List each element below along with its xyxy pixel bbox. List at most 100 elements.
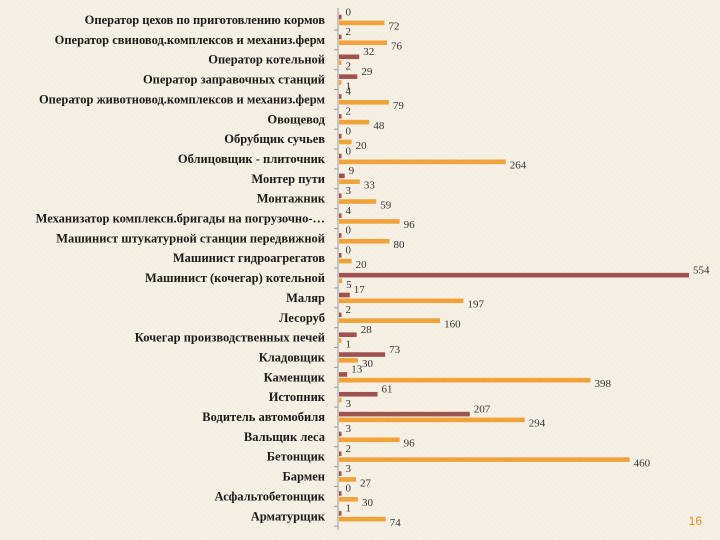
data-label-series-1: 73 <box>389 344 401 356</box>
data-label-series-2: 5 <box>346 279 352 291</box>
data-label-series-2: 30 <box>362 358 374 370</box>
bar-series-1 <box>339 372 348 377</box>
bar-series-1 <box>339 54 360 60</box>
data-label-series-2: 2 <box>346 60 352 72</box>
category-label: Каменщик <box>264 370 326 384</box>
data-label-series-1: 0 <box>346 145 352 157</box>
bar-series-1 <box>339 491 342 496</box>
bar-series-1 <box>339 173 345 179</box>
bar-series-2 <box>339 457 630 462</box>
data-label-series-1: 3 <box>346 463 352 475</box>
bar-series-1 <box>339 74 358 79</box>
bar-series-1 <box>339 471 342 476</box>
data-label-series-1: 3 <box>346 423 352 435</box>
data-label-series-1: 17 <box>354 284 366 296</box>
category-label: Машинист (кочегар) котельной <box>145 271 325 285</box>
bar-series-1 <box>339 312 342 318</box>
bar-series-2 <box>339 60 342 65</box>
bar-series-1 <box>339 511 342 516</box>
bar-series-2 <box>339 199 377 204</box>
data-label-series-1: 4 <box>346 205 352 217</box>
bar-series-2 <box>339 497 358 502</box>
bar-series-1 <box>339 292 350 298</box>
category-label: Бармен <box>282 470 325 484</box>
category-label: Оператор цехов по приготовлению кормов <box>85 13 326 27</box>
category-label: Водитель автомобиля <box>202 410 325 424</box>
bar-series-2 <box>339 437 400 443</box>
bar-series-2 <box>339 298 464 304</box>
page-number: 16 <box>688 514 702 528</box>
data-label-series-1: 1 <box>346 503 352 515</box>
data-label-series-2: 80 <box>394 239 406 251</box>
bar-series-2 <box>339 278 343 284</box>
data-label-series-2: 1 <box>346 80 352 92</box>
data-label-series-1: 554 <box>693 264 710 276</box>
data-label-series-2: 30 <box>362 497 374 509</box>
data-label-series-1: 0 <box>346 6 352 18</box>
category-label: Кочегар производственных печей <box>135 331 325 345</box>
data-label-series-1: 13 <box>351 364 363 376</box>
data-label-series-2: 294 <box>529 418 546 430</box>
category-label: Кладовщик <box>259 350 326 364</box>
bar-series-2 <box>339 477 357 482</box>
data-label-series-2: 460 <box>634 457 651 469</box>
data-label-series-2: 27 <box>360 477 372 489</box>
bar-series-2 <box>339 40 388 46</box>
category-label: Механизатор комплексн.бригады на погрузо… <box>36 212 325 226</box>
bar-series-2 <box>339 139 352 145</box>
category-label: Оператор свиновод.комплексов и механиз.ф… <box>55 33 326 47</box>
category-label: Вальщик леса <box>244 430 326 444</box>
category-label: Оператор котельной <box>208 53 325 67</box>
category-label: Монтер пути <box>251 172 325 186</box>
data-label-series-1: 28 <box>361 324 373 336</box>
data-label-series-1: 9 <box>349 165 355 177</box>
data-label-series-2: 398 <box>594 378 611 390</box>
bar-series-1 <box>339 272 689 278</box>
bar-series-1 <box>339 411 470 417</box>
category-label: Бетонщик <box>267 450 326 464</box>
bar-series-1 <box>339 213 342 218</box>
bar-series-1 <box>339 391 378 397</box>
data-label-series-2: 160 <box>444 318 461 330</box>
category-label: Облицовщик - плиточник <box>178 152 326 166</box>
category-label: Арматурщик <box>251 509 326 523</box>
bar-series-2 <box>339 358 358 363</box>
bar-series-1 <box>339 14 342 20</box>
category-label: Маляр <box>286 291 325 305</box>
bar-series-2 <box>339 179 360 184</box>
bar-series-2 <box>339 119 370 125</box>
data-label-series-2: 20 <box>356 259 368 271</box>
bar-series-2 <box>339 417 525 423</box>
data-label-series-1: 0 <box>346 483 352 495</box>
bar-series-2 <box>339 238 390 244</box>
bar-series-1 <box>339 352 386 357</box>
data-label-series-2: 1 <box>346 338 352 350</box>
data-label-series-1: 61 <box>382 383 393 395</box>
data-label-series-2: 33 <box>364 180 376 192</box>
data-label-series-2: 96 <box>404 438 416 450</box>
category-label: Оператор животновод.комплексов и механиз… <box>39 92 326 106</box>
data-label-series-1: 29 <box>361 66 373 78</box>
category-label: Машинист штукатурной станции передвижной <box>56 231 325 245</box>
data-label-series-2: 79 <box>393 100 405 112</box>
bar-series-2 <box>339 397 342 403</box>
bar-series-1 <box>339 193 342 199</box>
bar-series-1 <box>339 431 342 437</box>
bar-series-2 <box>339 20 385 26</box>
data-label-series-2: 59 <box>380 199 392 211</box>
bar-series-1 <box>339 114 342 119</box>
data-label-series-2: 76 <box>391 41 403 53</box>
data-label-series-2: 197 <box>467 299 484 311</box>
data-label-series-2: 96 <box>404 219 416 231</box>
category-label: Машинист гидроагрегатов <box>173 251 325 265</box>
data-label-series-2: 3 <box>346 398 352 410</box>
bar-series-1 <box>339 153 342 159</box>
category-label: Асфальтобетонщик <box>215 489 326 503</box>
data-label-series-1: 32 <box>363 46 374 58</box>
bar-series-1 <box>339 133 342 139</box>
bar-series-1 <box>339 233 342 238</box>
bar-series-2 <box>339 318 441 323</box>
data-label-series-1: 0 <box>346 125 352 137</box>
bar-series-1 <box>339 94 342 99</box>
